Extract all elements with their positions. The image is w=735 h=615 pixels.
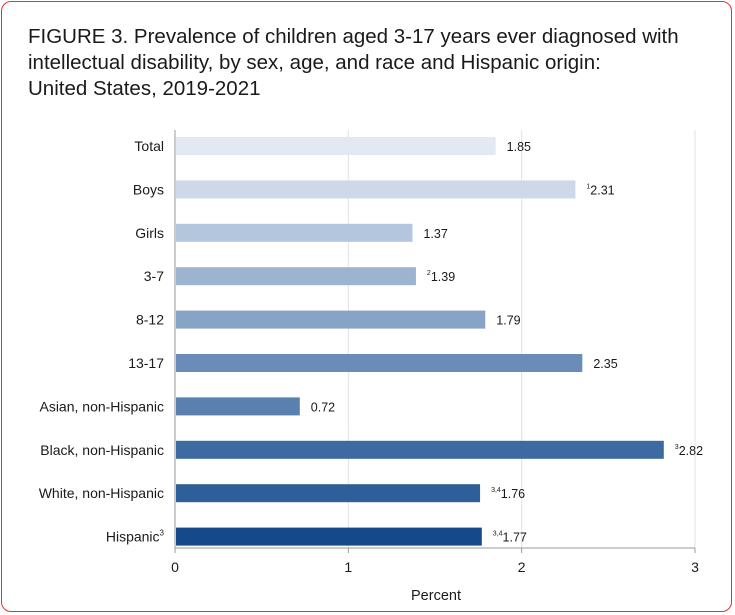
value-label: 1.79 [496, 314, 520, 328]
value-label: 21.39 [427, 270, 455, 284]
bar-8 [176, 440, 664, 459]
category-label: Total [134, 138, 164, 154]
value-label: 32.82 [675, 444, 703, 458]
x-tick-label: 3 [691, 559, 699, 575]
value-label: 3,41.77 [493, 531, 527, 545]
bar-2 [176, 180, 576, 199]
category-label: White, non-Hispanic [39, 485, 164, 501]
chart-title: FIGURE 3. Prevalence of children aged 3-… [28, 24, 708, 102]
bar-6 [176, 354, 583, 372]
bar-3 [176, 223, 413, 242]
value-label: 12.31 [586, 183, 614, 197]
chart-title-line-3: United States, 2019-2021 [28, 77, 261, 100]
bar-1 [176, 137, 496, 155]
category-label: Black, non-Hispanic [40, 442, 164, 458]
bar-10 [176, 527, 482, 546]
x-tick-label: 0 [171, 559, 179, 575]
category-label: Asian, non-Hispanic [39, 398, 164, 414]
value-label: 1.37 [423, 227, 447, 241]
category-label: Hispanic3 [106, 529, 165, 545]
bar-4 [176, 267, 416, 286]
category-label: 8-12 [136, 312, 164, 328]
chart-title-line-2: intellectual disability, by sex, age, an… [28, 51, 601, 74]
category-label: Boys [133, 181, 164, 197]
bar-7 [176, 397, 300, 416]
category-label: 3-7 [144, 268, 164, 284]
chart-title-line-1: FIGURE 3. Prevalence of children aged 3-… [28, 25, 679, 48]
x-tick-label: 1 [344, 559, 352, 575]
value-label: 0.72 [311, 400, 335, 414]
x-tick-label: 2 [518, 559, 526, 575]
bar-5 [176, 310, 486, 329]
value-label: 2.35 [593, 357, 617, 371]
value-label: 1.85 [507, 140, 531, 154]
x-axis-title: Percent [411, 588, 461, 604]
category-label: Girls [135, 225, 164, 241]
value-label: 3,41.76 [491, 487, 525, 501]
bar-9 [176, 484, 481, 503]
category-label: 13-17 [128, 355, 164, 371]
